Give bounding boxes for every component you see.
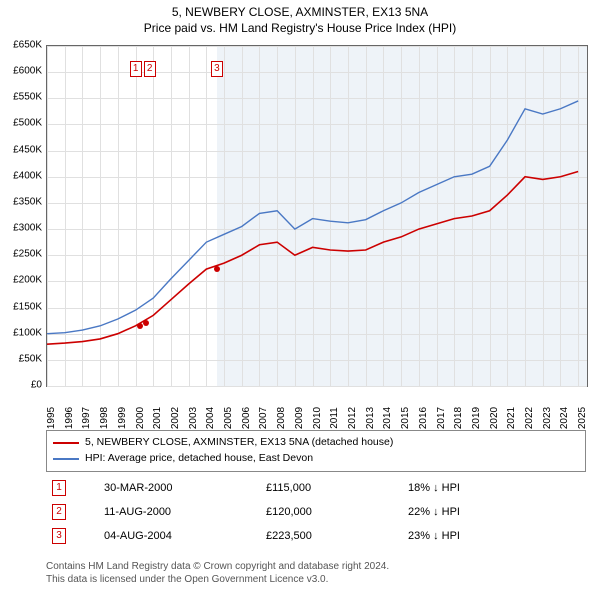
legend-row: HPI: Average price, detached house, East… bbox=[53, 451, 579, 467]
x-tick-label: 2025 bbox=[577, 407, 588, 429]
sale-number-badge: 2 bbox=[52, 504, 66, 520]
sale-number-badge: 3 bbox=[52, 528, 66, 544]
callout-number: 2 bbox=[144, 61, 156, 77]
legend-label: 5, NEWBERY CLOSE, AXMINSTER, EX13 5NA (d… bbox=[85, 435, 393, 451]
sale-date: 04-AUG-2004 bbox=[98, 524, 260, 548]
sale-marker bbox=[137, 323, 143, 329]
sale-marker bbox=[143, 320, 149, 326]
sale-marker bbox=[214, 266, 220, 272]
y-tick-label: £100K bbox=[13, 327, 42, 338]
x-tick-label: 2012 bbox=[347, 407, 358, 429]
series-line bbox=[47, 172, 578, 345]
x-tick-label: 2014 bbox=[382, 407, 393, 429]
sale-date: 11-AUG-2000 bbox=[98, 500, 260, 524]
x-tick-label: 2019 bbox=[471, 407, 482, 429]
sales-row: 3 04-AUG-2004£223,50023% ↓ HPI bbox=[46, 524, 586, 548]
x-tick-label: 1996 bbox=[64, 407, 75, 429]
x-tick-label: 1995 bbox=[46, 407, 57, 429]
x-tick-label: 1999 bbox=[117, 407, 128, 429]
sale-diff: 22% ↓ HPI bbox=[402, 500, 586, 524]
x-tick-label: 2004 bbox=[205, 407, 216, 429]
y-tick-label: £550K bbox=[13, 92, 42, 103]
x-tick-label: 2011 bbox=[329, 407, 340, 429]
x-tick-label: 2000 bbox=[135, 407, 146, 429]
footer-attribution: Contains HM Land Registry data © Crown c… bbox=[46, 560, 586, 586]
x-tick-label: 2022 bbox=[524, 407, 535, 429]
y-tick-label: £600K bbox=[13, 66, 42, 77]
series-line bbox=[47, 101, 578, 334]
x-tick-label: 2009 bbox=[294, 407, 305, 429]
y-tick-label: £400K bbox=[13, 170, 42, 181]
x-tick-label: 2003 bbox=[188, 407, 199, 429]
legend-swatch bbox=[53, 442, 79, 444]
sale-price: £115,000 bbox=[260, 476, 402, 500]
sales-row: 2 11-AUG-2000£120,00022% ↓ HPI bbox=[46, 500, 586, 524]
y-tick-label: £450K bbox=[13, 144, 42, 155]
x-tick-label: 2018 bbox=[453, 407, 464, 429]
y-tick-label: £650K bbox=[13, 40, 42, 51]
legend-swatch bbox=[53, 458, 79, 460]
sale-number-badge: 1 bbox=[52, 480, 66, 496]
sale-diff: 18% ↓ HPI bbox=[402, 476, 586, 500]
legend-label: HPI: Average price, detached house, East… bbox=[85, 451, 313, 467]
x-tick-label: 2007 bbox=[258, 407, 269, 429]
y-tick-label: £150K bbox=[13, 301, 42, 312]
y-tick-label: £250K bbox=[13, 249, 42, 260]
footer-line1: Contains HM Land Registry data © Crown c… bbox=[46, 560, 586, 573]
legend-box: 5, NEWBERY CLOSE, AXMINSTER, EX13 5NA (d… bbox=[46, 430, 586, 472]
sale-date: 30-MAR-2000 bbox=[98, 476, 260, 500]
callout-number: 3 bbox=[211, 61, 223, 77]
y-tick-label: £350K bbox=[13, 196, 42, 207]
x-tick-label: 2006 bbox=[241, 407, 252, 429]
sale-price: £120,000 bbox=[260, 500, 402, 524]
x-tick-label: 1998 bbox=[99, 407, 110, 429]
y-tick-label: £500K bbox=[13, 118, 42, 129]
x-tick-label: 2013 bbox=[365, 407, 376, 429]
chart-plot-area: 12 3 bbox=[46, 45, 588, 387]
sales-row: 1 30-MAR-2000£115,00018% ↓ HPI bbox=[46, 476, 586, 500]
callout-box-group: 3 bbox=[211, 61, 223, 77]
x-tick-label: 2010 bbox=[312, 407, 323, 429]
x-tick-label: 2021 bbox=[506, 407, 517, 429]
x-tick-label: 2020 bbox=[489, 407, 500, 429]
x-tick-label: 2015 bbox=[400, 407, 411, 429]
callout-box-group: 12 bbox=[130, 61, 156, 77]
callout-number: 1 bbox=[130, 61, 142, 77]
y-tick-label: £0 bbox=[31, 380, 42, 391]
legend-row: 5, NEWBERY CLOSE, AXMINSTER, EX13 5NA (d… bbox=[53, 435, 579, 451]
chart-title: 5, NEWBERY CLOSE, AXMINSTER, EX13 5NA Pr… bbox=[0, 0, 600, 36]
footer-line2: This data is licensed under the Open Gov… bbox=[46, 573, 586, 586]
sales-table: 1 30-MAR-2000£115,00018% ↓ HPI 2 11-AUG-200… bbox=[46, 476, 586, 548]
y-tick-label: £200K bbox=[13, 275, 42, 286]
sale-diff: 23% ↓ HPI bbox=[402, 524, 586, 548]
x-tick-label: 2016 bbox=[418, 407, 429, 429]
x-tick-label: 2005 bbox=[223, 407, 234, 429]
x-tick-label: 2002 bbox=[170, 407, 181, 429]
y-tick-label: £50K bbox=[19, 353, 42, 364]
sale-price: £223,500 bbox=[260, 524, 402, 548]
y-tick-label: £300K bbox=[13, 223, 42, 234]
title-line2: Price paid vs. HM Land Registry's House … bbox=[0, 20, 600, 36]
x-tick-label: 2024 bbox=[559, 407, 570, 429]
x-tick-label: 2017 bbox=[436, 407, 447, 429]
x-tick-label: 2008 bbox=[276, 407, 287, 429]
title-line1: 5, NEWBERY CLOSE, AXMINSTER, EX13 5NA bbox=[0, 4, 600, 20]
x-tick-label: 2023 bbox=[542, 407, 553, 429]
x-tick-label: 1997 bbox=[81, 407, 92, 429]
x-tick-label: 2001 bbox=[152, 407, 163, 429]
